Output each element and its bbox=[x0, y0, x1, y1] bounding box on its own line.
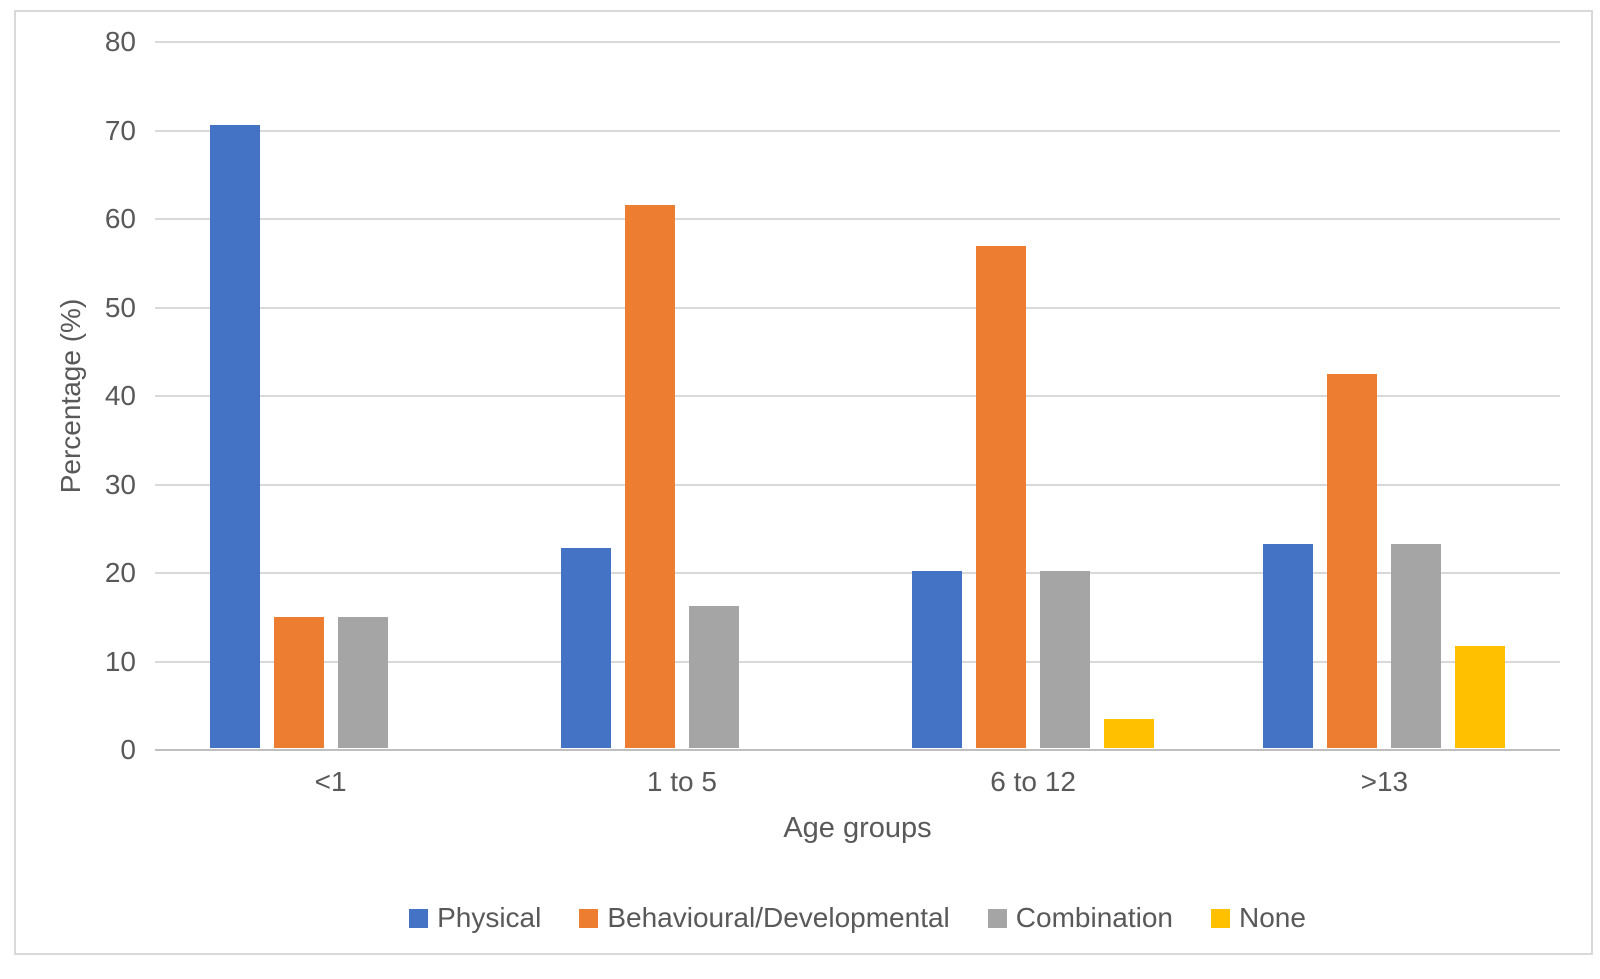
bar-combination-13 bbox=[1391, 544, 1442, 748]
bar-physical-6-to-12 bbox=[912, 571, 963, 748]
gridline-50 bbox=[155, 306, 1560, 309]
legend-swatch-physical bbox=[409, 908, 429, 928]
legend-item-combination: Combination bbox=[987, 901, 1173, 935]
legend-swatch-behavioural-developmental bbox=[579, 908, 599, 928]
bar-group-13 bbox=[1209, 40, 1560, 748]
y-tick-label-70: 70 bbox=[104, 114, 136, 146]
gridline-60 bbox=[155, 218, 1560, 220]
plot-area bbox=[155, 40, 1560, 751]
legend-label-combination: Combination bbox=[1015, 902, 1173, 933]
bar-none-6-to-12 bbox=[1104, 719, 1155, 748]
bar-combination-1 bbox=[337, 617, 388, 748]
x-tick-label-1: <1 bbox=[314, 766, 347, 797]
legend-item-physical: Physical bbox=[409, 901, 541, 935]
bar-group-6-to-12 bbox=[858, 40, 1209, 748]
gridline-20 bbox=[155, 572, 1560, 574]
y-tick-label-60: 60 bbox=[104, 203, 136, 234]
x-axis-title: Age groups bbox=[783, 812, 932, 844]
x-axis-line bbox=[155, 749, 1560, 751]
bar-behavioural-developmental-6-to-12 bbox=[976, 246, 1027, 748]
gridline-10 bbox=[155, 660, 1560, 663]
bar-physical-1 bbox=[209, 125, 260, 748]
bar-behavioural-developmental-1 bbox=[273, 617, 324, 748]
bar-group-1-to-5 bbox=[506, 40, 857, 748]
y-tick-label-30: 30 bbox=[104, 468, 136, 500]
gridline-70 bbox=[155, 129, 1560, 132]
bar-group-1 bbox=[155, 40, 506, 748]
y-tick-label-50: 50 bbox=[104, 291, 136, 323]
legend-label-behavioural-developmental: Behavioural/Developmental bbox=[607, 902, 950, 933]
bar-physical-1-to-5 bbox=[560, 548, 611, 748]
legend-item-behavioural-developmental: Behavioural/Developmental bbox=[579, 901, 950, 935]
gridline-80 bbox=[155, 41, 1560, 43]
gridline-30 bbox=[155, 483, 1560, 486]
legend-label-none: None bbox=[1238, 902, 1306, 933]
x-tick-label-1-to-5: 1 to 5 bbox=[646, 766, 717, 797]
y-axis-tick-labels: 0 10 20 30 40 50 60 70 80 bbox=[52, 26, 136, 765]
legend-item-none: None bbox=[1210, 901, 1306, 935]
bar-behavioural-developmental-1-to-5 bbox=[624, 205, 675, 748]
legend-label-physical: Physical bbox=[437, 902, 542, 933]
bar-chart-figure: Percentage (%) 0 10 20 30 40 50 60 70 80 <1 1 to … bbox=[14, 10, 1593, 955]
bar-behavioural-developmental-13 bbox=[1327, 374, 1378, 748]
y-tick-label-10: 10 bbox=[104, 645, 136, 677]
bar-combination-6-to-12 bbox=[1040, 571, 1091, 748]
gridline-40 bbox=[155, 395, 1560, 397]
x-axis-category-labels: <1 1 to 5 6 to 12 >13 bbox=[155, 764, 1560, 800]
y-tick-label-80: 80 bbox=[104, 26, 136, 57]
x-tick-label-6-to-12: 6 to 12 bbox=[990, 766, 1076, 797]
legend-swatch-none bbox=[1210, 908, 1230, 928]
bar-combination-1-to-5 bbox=[688, 606, 739, 748]
legend: Physical Behavioural/Developmental Combina… bbox=[155, 898, 1560, 938]
bar-physical-13 bbox=[1263, 544, 1314, 748]
bar-none-13 bbox=[1455, 646, 1506, 748]
y-tick-label-0: 0 bbox=[120, 734, 136, 765]
x-tick-label-13: >13 bbox=[1360, 766, 1409, 797]
y-tick-label-20: 20 bbox=[104, 557, 136, 588]
y-tick-label-40: 40 bbox=[104, 380, 136, 411]
legend-swatch-combination bbox=[987, 908, 1007, 928]
